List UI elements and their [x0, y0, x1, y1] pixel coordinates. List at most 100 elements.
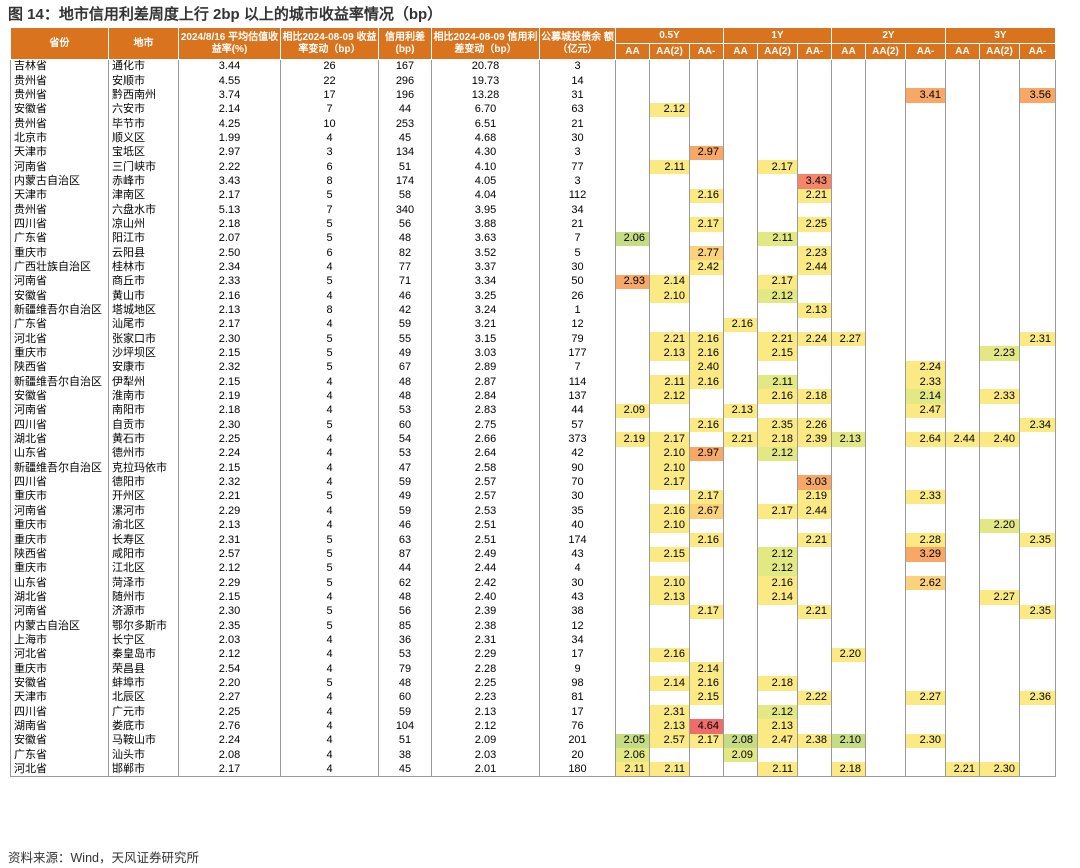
yield-cell: 2.16: [689, 188, 724, 203]
spread-cell: 59: [378, 504, 432, 519]
yield-change-cell: 5: [280, 332, 379, 347]
yield-cell: [905, 561, 946, 576]
yield-change-cell: 5: [280, 547, 379, 562]
yield-cell: [831, 547, 866, 562]
debt-cell: 14: [539, 73, 616, 89]
debt-cell: 5: [539, 245, 616, 261]
yield-cell: [797, 446, 832, 462]
yield-change-cell: 4: [280, 389, 379, 404]
yield-cell: [615, 317, 650, 333]
header-term-3y: 3Y: [945, 27, 1056, 44]
debt-cell: 98: [539, 676, 616, 691]
yield-cell: [615, 360, 650, 376]
province-cell: 安徽省: [10, 733, 109, 748]
yield-change-cell: 3: [280, 145, 379, 160]
debt-cell: 174: [539, 532, 616, 548]
city-cell: 长寿区: [108, 532, 179, 548]
yield-cell: [797, 762, 832, 778]
yield-cell: [689, 403, 724, 419]
yield-cell: [905, 518, 946, 533]
yield-cell: [1019, 317, 1056, 333]
city-cell: 汕尾市: [108, 317, 179, 333]
yield-cell: [865, 762, 906, 778]
yield-cell: [865, 274, 906, 289]
yield-cell: [945, 131, 980, 146]
yield-cell: 2.14: [757, 590, 798, 605]
spread-cell: 48: [378, 590, 432, 605]
yield-cell: [757, 489, 798, 505]
yield-cell: [945, 231, 980, 246]
yield-cell: [979, 102, 1020, 117]
spread-change-cell: 2.44: [431, 561, 540, 576]
yield-cell: [905, 446, 946, 462]
spread-change-cell: 3.03: [431, 346, 540, 361]
yield-cell: [945, 188, 980, 203]
yield-cell: [1019, 303, 1056, 318]
table-row: 安徽省 黄山市 2.16 4 46 3.25 26 2.10 2.12: [10, 289, 1056, 304]
province-cell: 湖南省: [10, 719, 109, 734]
city-cell: 商丘市: [108, 274, 179, 289]
yield-cell: [1019, 518, 1056, 533]
city-cell: 通化市: [108, 59, 179, 74]
yield-cell: [757, 403, 798, 419]
yield-cell: [797, 618, 832, 634]
debt-cell: 40: [539, 518, 616, 533]
yield-cell: [865, 145, 906, 160]
table-row: 河南省 漯河市 2.29 4 59 2.53 35 2.16 2.67 2.17 2.44: [10, 504, 1056, 519]
yield-cell: [723, 489, 758, 505]
province-cell: 安徽省: [10, 389, 109, 404]
yield-change-cell: 5: [280, 676, 379, 691]
spread-cell: 55: [378, 332, 432, 347]
yield-cell: [865, 690, 906, 705]
yield-cell: 3.03: [797, 475, 832, 490]
table-row: 陕西省 安康市 2.32 5 67 2.89 7 2.40 2.24: [10, 360, 1056, 376]
yield-cell: [797, 633, 832, 648]
yield-cell: [831, 317, 866, 333]
city-cell: 娄底市: [108, 719, 179, 734]
yield-cell: [615, 676, 650, 691]
yield-cell: 2.17: [757, 274, 798, 289]
yield-cell: [865, 59, 906, 74]
table-row: 山东省 菏泽市 2.29 5 62 2.42 30 2.10 2.16 2.62: [10, 575, 1056, 591]
yield-cell: [945, 690, 980, 705]
avg-yield-cell: 2.18: [178, 217, 281, 232]
yield-cell: [979, 719, 1020, 734]
yield-change-cell: 5: [280, 489, 379, 505]
city-cell: 顺义区: [108, 131, 179, 146]
yield-cell: 2.36: [1019, 690, 1056, 705]
yield-cell: [945, 145, 980, 160]
spread-change-cell: 3.24: [431, 303, 540, 318]
yield-cell: [979, 73, 1020, 89]
table-row: 重庆市 长寿区 2.31 5 63 2.51 174 2.16 2.21 2.28 2.35: [10, 532, 1056, 548]
yield-cell: [615, 446, 650, 462]
spread-change-cell: 3.21: [431, 317, 540, 333]
yield-cell: [979, 704, 1020, 720]
avg-yield-cell: 2.13: [178, 518, 281, 533]
yield-change-cell: 5: [280, 575, 379, 591]
city-cell: 克拉玛依市: [108, 461, 179, 476]
yield-cell: [649, 231, 690, 246]
province-cell: 河南省: [10, 159, 109, 175]
spread-cell: 62: [378, 575, 432, 591]
yield-cell: [689, 590, 724, 605]
yield-cell: [905, 217, 946, 232]
yield-cell: [723, 518, 758, 533]
avg-yield-cell: 2.30: [178, 332, 281, 347]
province-cell: 湖北省: [10, 590, 109, 605]
header-province: 省份: [10, 27, 109, 60]
yield-change-cell: 4: [280, 733, 379, 748]
yield-change-cell: 8: [280, 303, 379, 318]
spread-cell: 79: [378, 661, 432, 677]
yield-cell: [723, 547, 758, 562]
yield-cell: [945, 260, 980, 275]
yield-cell: [865, 719, 906, 734]
yield-cell: [797, 131, 832, 146]
debt-cell: 20: [539, 748, 616, 763]
yield-cell: [831, 245, 866, 261]
yield-cell: [797, 116, 832, 132]
yield-cell: [723, 360, 758, 376]
spread-cell: 42: [378, 303, 432, 318]
yield-cell: [865, 676, 906, 691]
yield-cell: [615, 245, 650, 261]
province-cell: 河南省: [10, 403, 109, 419]
